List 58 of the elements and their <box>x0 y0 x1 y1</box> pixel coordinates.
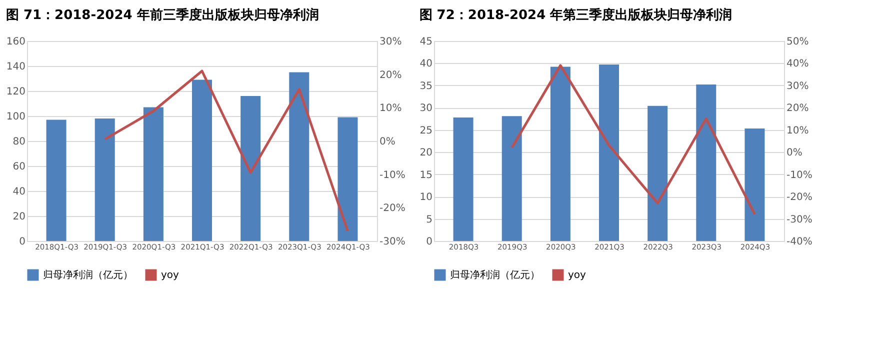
y-tick-label: 35 <box>420 80 432 92</box>
y2-tick-label: 20% <box>380 70 402 81</box>
bar <box>192 80 212 241</box>
y-tick-label: 40 <box>12 186 26 198</box>
bar <box>453 117 474 241</box>
y2-tick-label: -10% <box>786 170 812 181</box>
bar <box>240 96 261 241</box>
y-tick-label: 0 <box>19 236 26 248</box>
bar <box>46 120 66 241</box>
bar <box>550 66 570 241</box>
bar <box>696 84 716 241</box>
bar <box>599 64 619 241</box>
y2-tick-label: -40% <box>786 236 812 248</box>
y2-tick-label: 0% <box>786 148 802 159</box>
y2-tick-label: 50% <box>786 36 809 48</box>
line-series <box>104 70 349 232</box>
y-tick-label: 25 <box>420 125 432 136</box>
y-tick-label: 60 <box>12 162 26 172</box>
y-tick-label: 30 <box>420 103 432 114</box>
y-tick-label: 80 <box>12 136 26 148</box>
bar <box>744 128 765 241</box>
y-tick-label: 0 <box>426 236 432 248</box>
y2-tick-label: -20% <box>786 192 812 204</box>
legend-label: 归母净利润（亿元） <box>450 269 540 281</box>
y-tick-label: 100 <box>6 112 26 122</box>
bar <box>143 107 164 241</box>
y-tick-label: 10 <box>420 192 432 204</box>
y-tick-label: 5 <box>426 214 432 226</box>
y2-tick-label: 0% <box>380 136 396 148</box>
y-tick-label: 160 <box>6 36 26 48</box>
y-tick-label: 45 <box>420 36 432 48</box>
bar <box>338 117 358 241</box>
chart-title: 图 71：2018-2024 年前三季度出版板块归母净利润 <box>6 7 319 23</box>
y-tick-label: 40 <box>420 58 432 70</box>
y-tick-label: 20 <box>12 212 26 222</box>
y-tick-label: 20 <box>420 148 432 159</box>
line-series <box>510 64 756 216</box>
y2-tick-label: -30% <box>380 236 406 248</box>
y2-tick-label: 20% <box>786 103 809 114</box>
y2-tick-label: 30% <box>380 36 402 48</box>
y2-tick-label: -30% <box>786 214 812 226</box>
y2-tick-label: 10% <box>786 125 809 136</box>
y2-tick-label: 10% <box>380 103 402 114</box>
y2-tick-label: 40% <box>786 58 809 70</box>
y2-tick-label: 30% <box>786 80 809 92</box>
y2-tick-label: -20% <box>380 203 406 214</box>
bar <box>648 106 668 241</box>
legend-label: yoy <box>161 270 180 281</box>
y-tick-label: 15 <box>420 170 432 181</box>
bar <box>502 116 522 241</box>
y-tick-label: 120 <box>6 86 26 98</box>
chart-title: 图 72：2018-2024 年第三季度出版板块归母净利润 <box>419 7 732 23</box>
legend-label: 归母净利润（亿元） <box>43 269 133 281</box>
y2-tick-label: -10% <box>380 170 406 181</box>
bar <box>94 118 115 241</box>
y-tick-label: 140 <box>6 62 26 72</box>
bar <box>289 72 310 241</box>
legend-label: yoy <box>568 270 586 281</box>
